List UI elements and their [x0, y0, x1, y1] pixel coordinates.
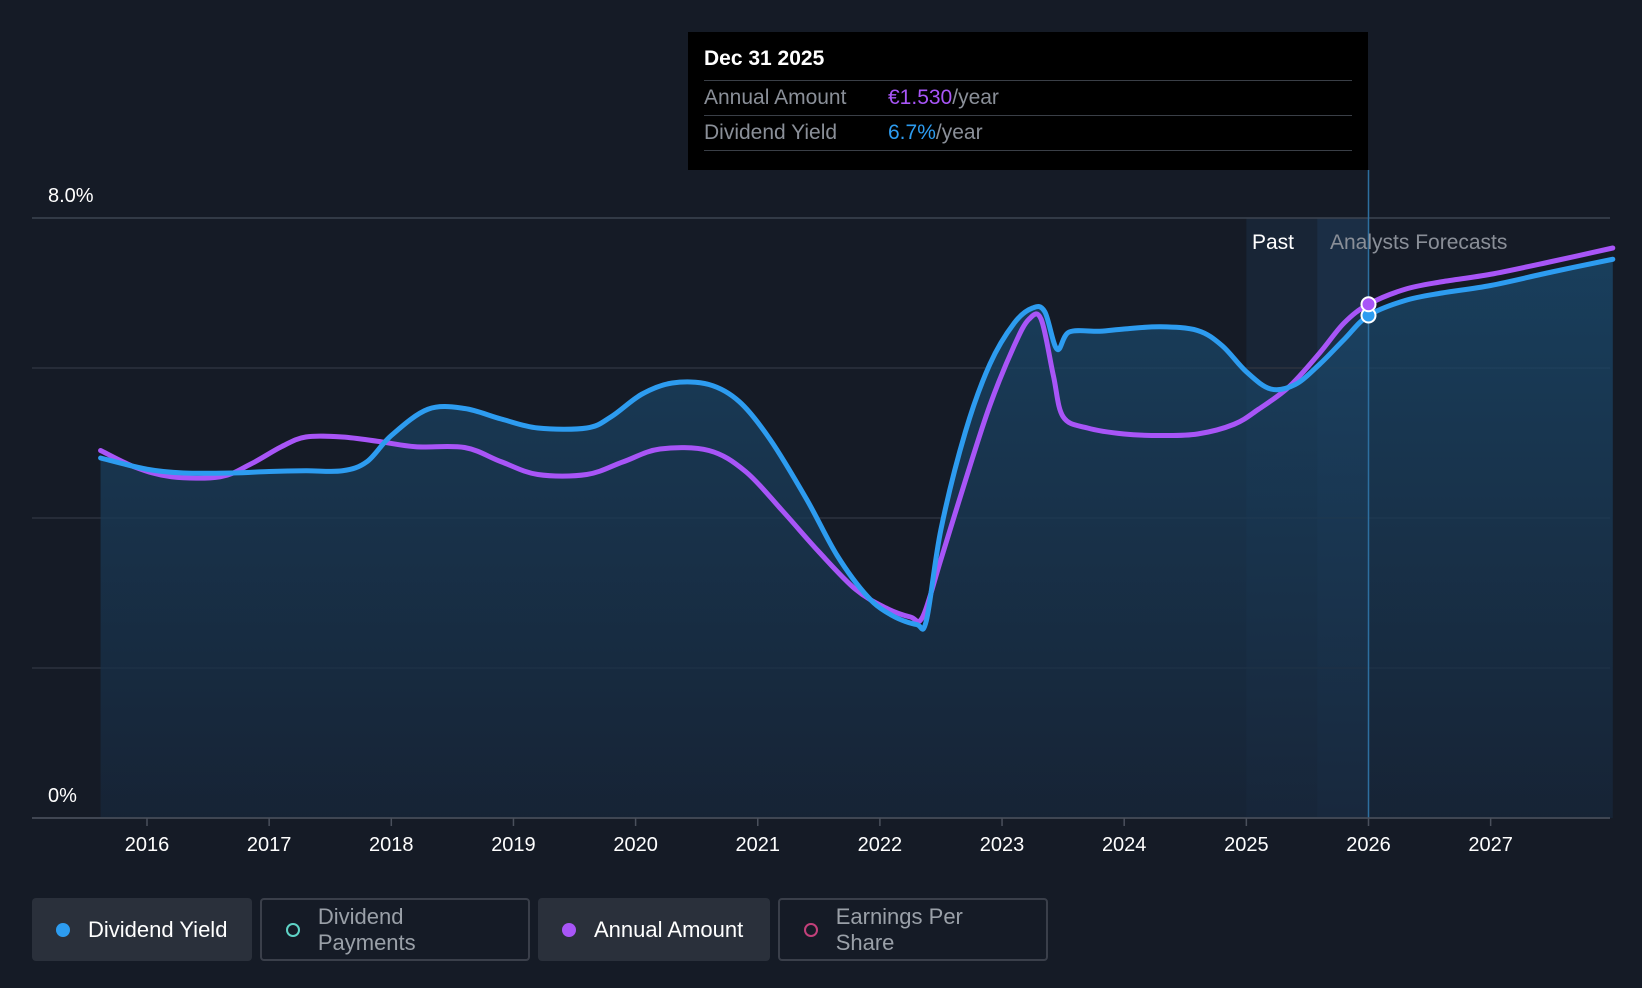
x-tick-label: 2026 — [1346, 834, 1391, 856]
y-tick-label: 0% — [48, 785, 77, 807]
tooltip-unit: /year — [935, 121, 983, 144]
legend-annual-amount[interactable]: Annual Amount — [538, 898, 770, 961]
x-tick-label: 2016 — [125, 834, 170, 856]
tooltip-label: Annual Amount — [704, 86, 847, 109]
x-tick-label: 2022 — [858, 834, 903, 856]
legend-ring-icon — [286, 922, 300, 937]
x-tick-label: 2018 — [369, 834, 414, 856]
legend-label: Earnings Per Share — [835, 903, 963, 955]
tooltip-value: 6.7% — [888, 121, 936, 144]
legend-dividend-payments[interactable]: Dividend Payments — [260, 898, 530, 961]
tooltip-row-annual-amount: Annual Amount €1.530/year — [704, 81, 1352, 116]
tooltip-row-dividend-yield: Dividend Yield 6.7%/year — [704, 116, 1352, 151]
x-tick-label: 2027 — [1468, 834, 1513, 856]
annual-amount-marker — [1360, 296, 1377, 313]
x-tick-label: 2023 — [980, 834, 1025, 856]
legend-dividend-yield[interactable]: Dividend Yield — [32, 898, 252, 961]
tooltip: Dec 31 2025 Annual Amount €1.530/year Div… — [688, 32, 1368, 170]
past-label: Past — [1252, 231, 1294, 254]
tooltip-value: €1.530 — [888, 86, 953, 109]
legend-label: Dividend Yield — [88, 916, 228, 942]
tooltip-date: Dec 31 2025 — [704, 44, 1352, 81]
x-tick-label: 2024 — [1102, 834, 1147, 856]
dividend-yield-line — [98, 256, 1616, 632]
annual-amount-line — [98, 245, 1616, 625]
tooltip-unit: /year — [952, 86, 999, 109]
y-tick-label: 8.0% — [48, 185, 94, 207]
x-tick-label: 2021 — [736, 834, 781, 856]
forecast-label: Analysts Forecasts — [1330, 231, 1507, 254]
x-tick-label: 2019 — [491, 834, 536, 856]
legend-earnings-per-share[interactable]: Earnings Per Share — [778, 898, 1048, 961]
legend-label: Annual Amount — [594, 916, 744, 942]
legend-dot-icon — [56, 922, 70, 937]
tooltip-label: Dividend Yield — [704, 121, 838, 144]
x-tick-label: 2020 — [613, 834, 658, 856]
x-tick-label: 2025 — [1224, 834, 1269, 856]
legend-ring-icon — [804, 922, 818, 937]
x-tick-label: 2017 — [247, 834, 292, 856]
legend-label: Dividend Payments — [317, 903, 416, 955]
dividend-yield-area — [100, 259, 1613, 818]
dividend-chart: 2016 2017 2018 2019 2020 2021 2022 2023 2024 2025… — [32, 170, 1616, 856]
legend-dot-icon — [562, 922, 576, 937]
